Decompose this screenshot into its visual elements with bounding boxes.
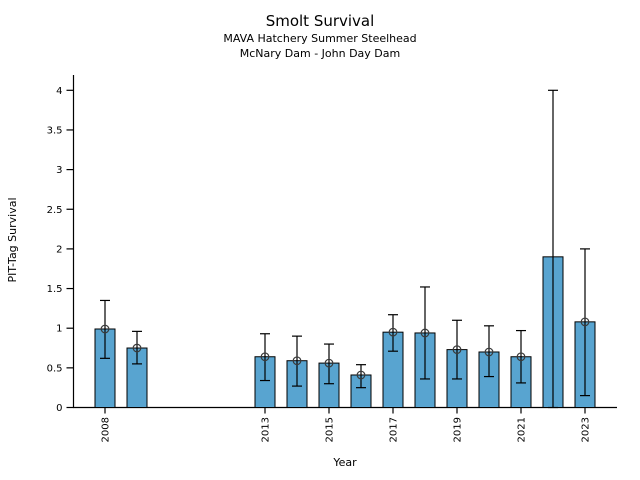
x-axis-label: Year [332,456,357,469]
y-tick-label: 0.5 [47,363,63,374]
point-marker-2008 [100,324,110,334]
point-marker-2019 [452,345,462,355]
point-marker-2016 [356,370,366,380]
y-tick-label: 0 [56,403,62,414]
x-tick-label: 2021 [517,417,528,442]
point-marker-2013 [260,352,270,362]
point-marker-2018 [420,328,430,338]
y-tick-label: 3.5 [47,125,63,136]
chart-subtitle-reach: McNary Dam - John Day Dam [240,47,400,60]
x-tick-label: 2008 [101,417,112,442]
point-marker-2014 [292,356,302,366]
y-tick-label: 2.5 [47,205,63,216]
x-tick-label: 2023 [581,417,592,442]
plot-area: 0 0.5 1 1.5 2 2.5 3 3.5 4 2008 2013 2015 2017 2019 202… [47,75,617,442]
chart-subtitle-hatchery: MAVA Hatchery Summer Steelhead [223,32,416,45]
point-marker-2015 [324,358,334,368]
y-tick-label: 1.5 [47,284,63,295]
point-marker-2009 [132,343,142,353]
y-tick-label: 2 [56,244,62,255]
x-tick-label: 2019 [453,417,464,442]
point-marker-2023 [580,317,590,327]
point-marker-2017 [388,327,398,337]
x-tick-label: 2017 [389,417,400,442]
y-tick-label: 3 [56,165,62,176]
y-tick-label: 1 [56,324,62,335]
point-marker-2020 [484,347,494,357]
y-tick-label: 4 [56,86,62,97]
chart-title: Smolt Survival [266,12,375,30]
x-tick-label: 2015 [325,417,336,442]
x-tick-label: 2013 [261,417,272,442]
y-axis-label: PIT-Tag Survival [6,197,19,282]
point-marker-2021 [516,352,526,362]
